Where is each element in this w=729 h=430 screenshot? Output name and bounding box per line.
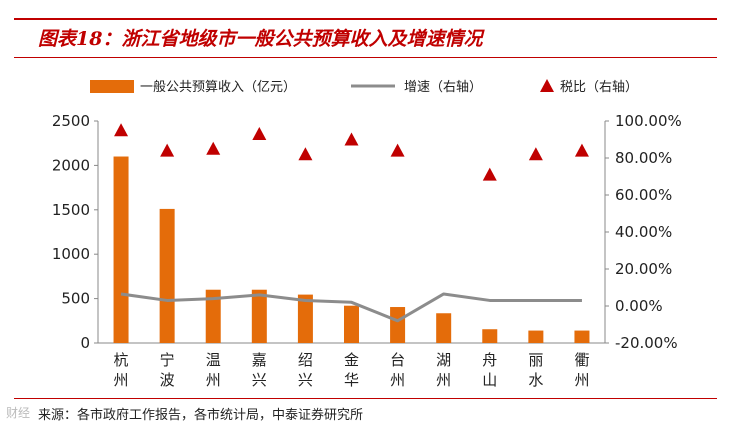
bar (159, 208, 175, 343)
y-right-tick-label: 100.00% (615, 112, 682, 130)
legend-label-revenue: 一般公共预算收入（亿元） (140, 79, 296, 95)
x-tick-label: 衢州 (574, 351, 589, 389)
bar (297, 294, 313, 343)
triangle-marker (160, 143, 175, 157)
y-right-tick-label: 80.00% (615, 149, 672, 167)
bar (574, 330, 590, 343)
y-left-tick-label: 1000 (52, 245, 90, 263)
y-right-tick-label: 20.00% (615, 260, 672, 278)
x-tick-label: 丽水 (528, 351, 543, 389)
legend-label-tax-ratio: 税比（右轴） (560, 80, 638, 95)
bar (528, 330, 544, 343)
bar (482, 329, 498, 343)
bar (113, 156, 129, 343)
bar (205, 289, 221, 343)
y-left-tick-label: 0 (80, 334, 90, 352)
chart: 0 500 1000 1500 2000 2500 -20.00% 0.00% 20.00% 40… (52, 79, 682, 389)
y-right-tick-label: 0.00% (615, 297, 663, 315)
y-left-tick-label: 2000 (52, 156, 90, 174)
triangle-marker (252, 126, 267, 140)
y-left-tick-label: 500 (61, 290, 90, 308)
figure-title: 图表18：浙江省地级市一般公共预算收入及增速情况 (38, 28, 483, 50)
triangle-marker (206, 141, 221, 155)
triangle-marker (344, 132, 359, 146)
x-tick-label: 湖州 (436, 351, 451, 389)
series-line-growth (120, 292, 582, 323)
x-tick-label: 台州 (390, 351, 405, 389)
triangle-marker (482, 167, 497, 181)
watermark: 财经 (6, 406, 31, 420)
y-right-tick-label: 60.00% (615, 186, 672, 204)
triangle-marker (114, 123, 129, 137)
x-tick-label: 绍兴 (298, 351, 313, 389)
triangle-marker (298, 147, 313, 161)
bottom-rule (14, 398, 717, 399)
bar (344, 305, 359, 343)
legend-swatch-tax-ratio (540, 79, 554, 92)
y-right-tick-label: 40.00% (615, 223, 672, 241)
x-tick-label: 嘉兴 (252, 351, 267, 389)
bar (251, 289, 267, 343)
bar (390, 307, 406, 343)
triangle-marker (390, 143, 405, 157)
y-left-tick-label: 1500 (52, 201, 90, 219)
triangle-marker (574, 143, 589, 157)
title-rule (14, 57, 717, 58)
y-right-tick-label: -20.00% (615, 334, 678, 352)
x-tick-label: 温州 (206, 351, 221, 389)
legend-swatch-revenue (90, 80, 134, 93)
x-tick-label: 杭州 (114, 351, 129, 389)
triangle-marker (528, 147, 543, 161)
x-tick-label: 宁波 (160, 351, 175, 389)
x-tick-label: 舟山 (482, 351, 497, 389)
x-tick-label: 金华 (344, 351, 359, 389)
top-rule (14, 18, 717, 20)
source-note: 来源：各市政府工作报告，各市统计局，中泰证券研究所 (38, 408, 364, 423)
y-left-tick-label: 2500 (52, 112, 90, 130)
legend-label-growth: 增速（右轴） (404, 80, 482, 95)
bar (436, 313, 452, 343)
